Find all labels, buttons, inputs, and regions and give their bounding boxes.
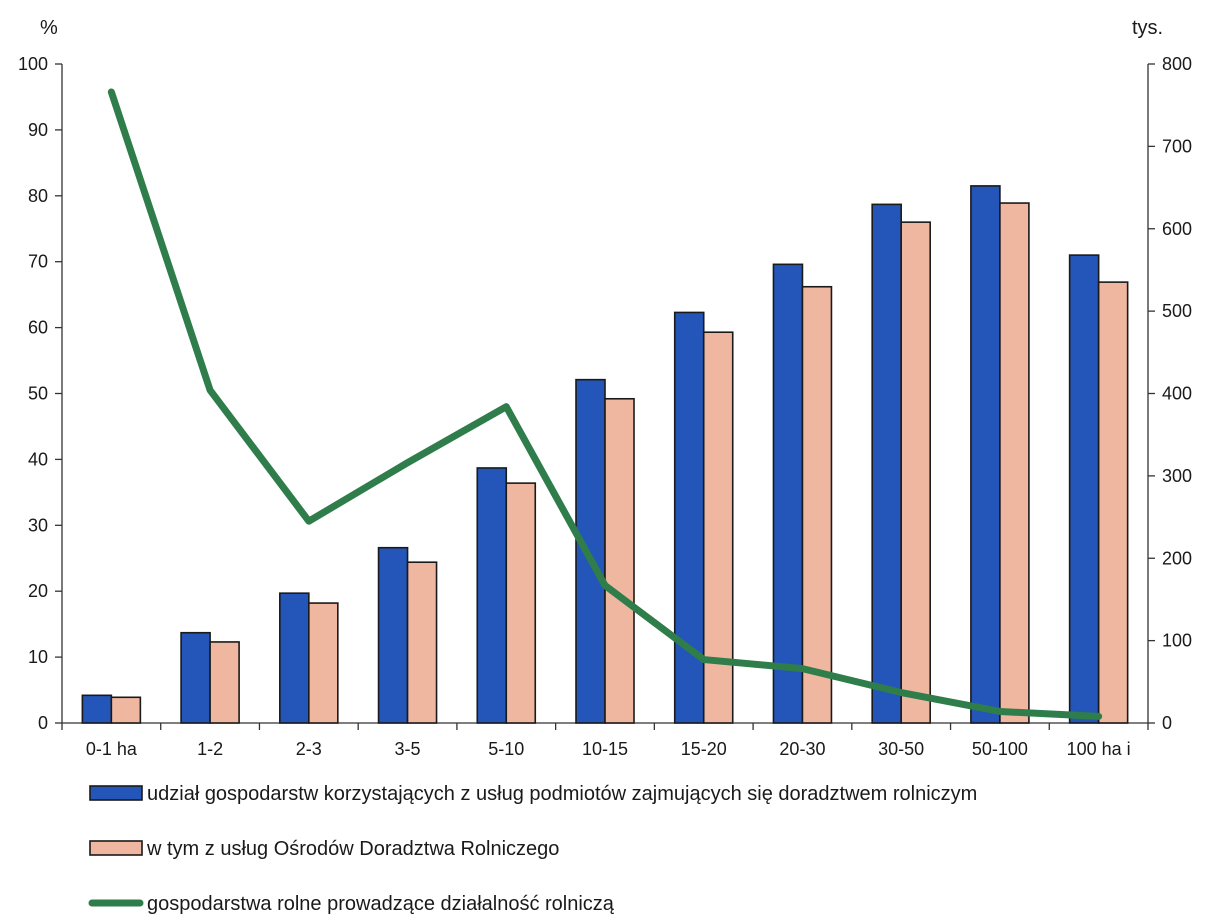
bar-series-2 [406, 561, 438, 724]
right-axis-tick-label: 600 [1162, 219, 1192, 239]
bar-series-2 [209, 641, 240, 724]
line-layer [107, 88, 1103, 720]
bar-series-1 [81, 694, 113, 724]
right-axis-tick-label: 200 [1162, 548, 1192, 568]
right-axis-tick-label: 0 [1162, 713, 1172, 733]
x-axis-tick-label: 15-20 [681, 739, 727, 759]
legend-label-series-2: w tym z usług Ośrodów Doradztwa Rolnicze… [146, 838, 559, 860]
left-axis-tick-label: 30 [28, 515, 48, 535]
left-axis-tick-label: 60 [28, 318, 48, 338]
legend-label-series-3: gospodarstwa rolne prowadzące działalnoś… [147, 893, 615, 915]
right-axis-tick-label: 300 [1162, 466, 1192, 486]
bar-series-1 [377, 546, 409, 724]
axes-layer: 0 10 20 30 40 50 60 70 80 90 100 0 100 200 300 400 500 60… [18, 17, 1192, 759]
left-axis-tick-label: 70 [28, 252, 48, 272]
bar-series-2 [505, 482, 537, 724]
bar-series-2 [110, 696, 142, 724]
x-axis-tick-label: 10-15 [582, 739, 628, 759]
right-axis-tick-label: 400 [1162, 384, 1192, 404]
legend-swatch-series-2 [89, 840, 143, 856]
x-axis-tick-label: 2-3 [296, 739, 322, 759]
bar-series-1 [575, 378, 606, 724]
x-axis-tick-label: 50-100 [972, 739, 1028, 759]
left-axis-tick-label: 40 [28, 449, 48, 469]
x-axis-tick-label: 100 ha i [1067, 739, 1131, 759]
bar-series-1 [673, 311, 705, 724]
bar-series-2 [604, 397, 635, 724]
line-series-3 [107, 88, 1103, 720]
x-axis-tick-label: 0-1 ha [86, 739, 138, 759]
right-axis-tick-label: 500 [1162, 301, 1192, 321]
left-axis-tick-label: 0 [38, 713, 48, 733]
legend: udział gospodarstw korzystających z usłu… [88, 783, 977, 915]
legend-label-series-1: udział gospodarstw korzystających z usłu… [147, 783, 977, 805]
right-axis-tick-label: 800 [1162, 54, 1192, 74]
left-axis-tick-label: 90 [28, 120, 48, 140]
bar-series-1 [180, 631, 211, 724]
left-axis-tick-label: 10 [28, 647, 48, 667]
right-axis-tick-label: 100 [1162, 631, 1192, 651]
x-axis-tick-label: 5-10 [488, 739, 524, 759]
left-axis-tick-label: 100 [18, 54, 48, 74]
x-axis-tick-label: 3-5 [395, 739, 421, 759]
bar-series-2 [999, 202, 1030, 724]
bar-series-1 [772, 263, 804, 724]
bar-series-1 [476, 467, 508, 724]
bar-series-2 [308, 602, 339, 724]
left-axis-tick-label: 80 [28, 186, 48, 206]
bar-series-1 [970, 185, 1001, 724]
left-axis-tick-label: 50 [28, 384, 48, 404]
x-axis-tick-label: 1-2 [197, 739, 223, 759]
right-axis-tick-label: 700 [1162, 136, 1192, 156]
bar-series-2 [1097, 281, 1129, 724]
left-axis-unit: % [40, 17, 58, 39]
bars-layer [81, 185, 1129, 724]
x-axis-tick-label: 20-30 [779, 739, 825, 759]
left-axis-tick-label: 20 [28, 581, 48, 601]
bar-series-2 [900, 221, 931, 724]
bar-series-1 [1068, 254, 1100, 724]
bar-series-2 [801, 285, 833, 724]
bar-series-1 [279, 592, 310, 724]
right-axis-unit: tys. [1132, 17, 1163, 39]
bar-series-1 [871, 203, 902, 724]
x-axis-tick-label: 30-50 [878, 739, 924, 759]
legend-swatch-series-1 [89, 785, 143, 801]
